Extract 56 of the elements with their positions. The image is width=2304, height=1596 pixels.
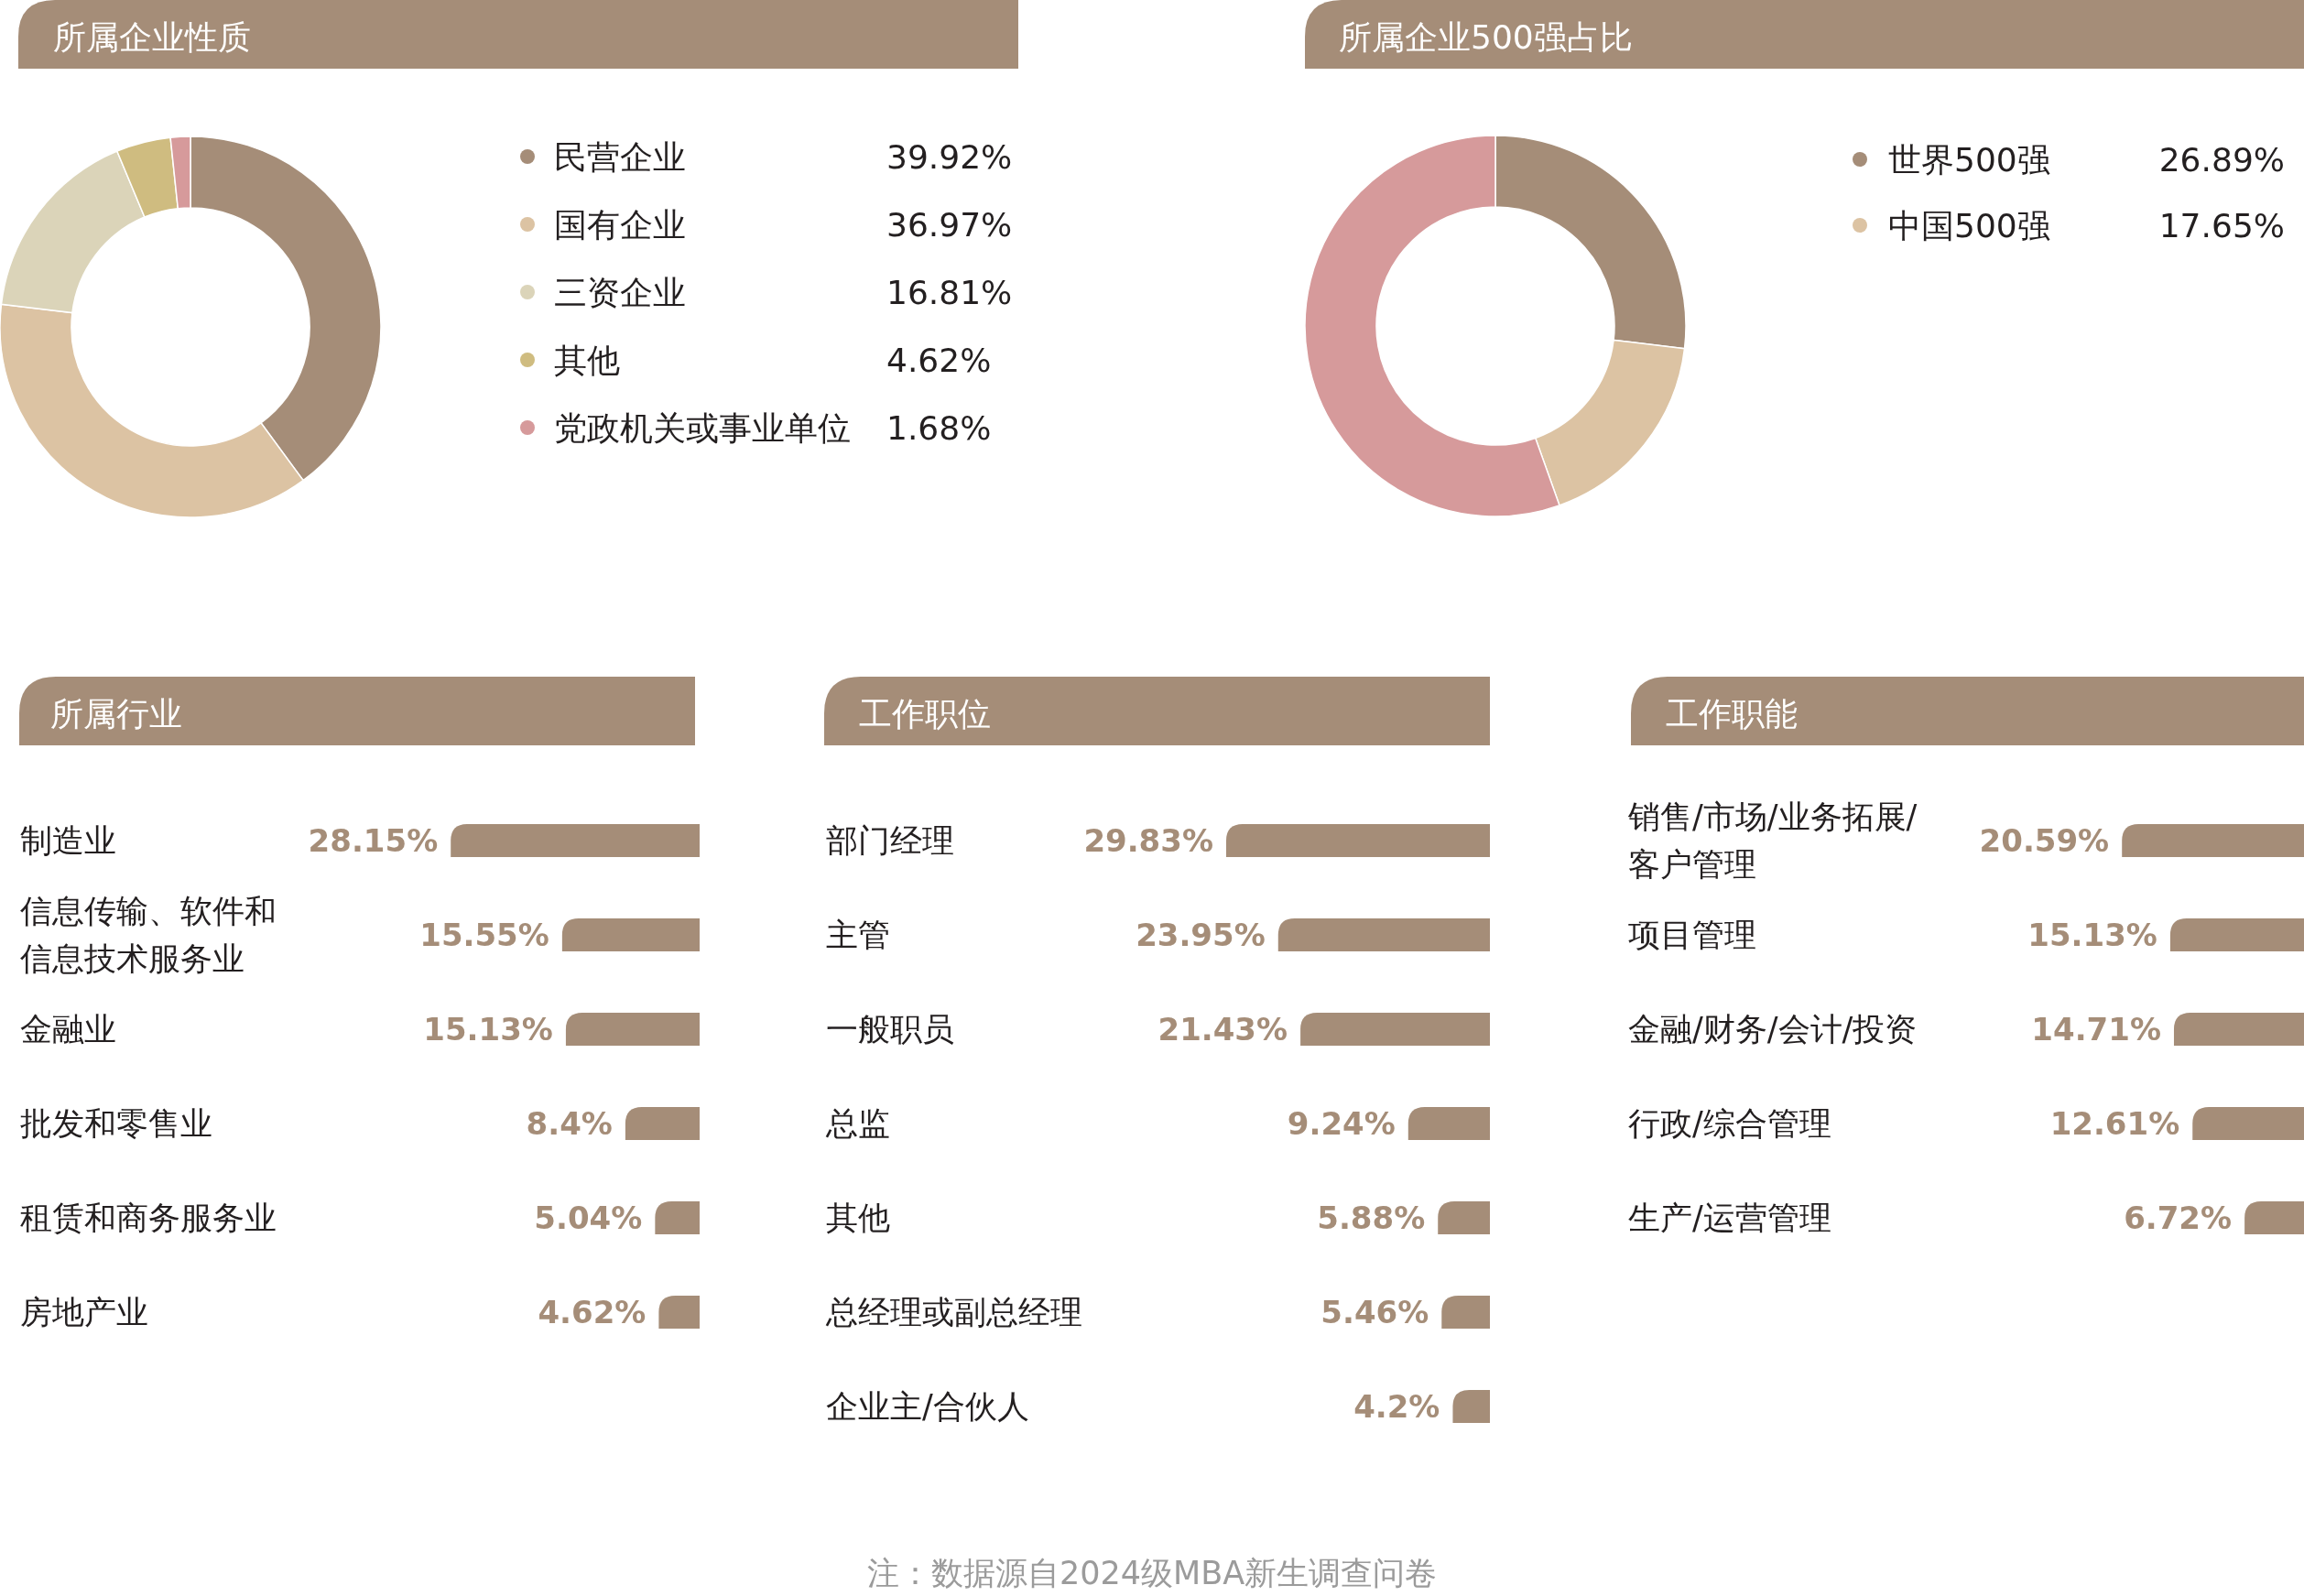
y-tick-label: 其他 (826, 1200, 890, 1236)
data-label: 5.04% (534, 1200, 643, 1236)
legend-label: 民营企业 (554, 137, 686, 176)
y-tick-label: 金融/财务/会计/投资 (1628, 1011, 1918, 1048)
legend-label: 三资企业 (554, 273, 686, 311)
data-label: 15.55% (419, 917, 549, 953)
data-label: 17.65% (2158, 206, 2285, 244)
data-label: 28.15% (308, 822, 439, 859)
y-tick-label: 总监 (825, 1105, 890, 1142)
text: 工作职能 (1666, 694, 1798, 733)
legend-label: 党政机关或事业单位 (554, 408, 851, 447)
y-tick-label: 生产/运营管理 (1628, 1200, 1831, 1236)
data-label: 23.95% (1136, 917, 1266, 953)
legend-label: 其他 (554, 341, 620, 379)
data-label: 20.59% (1979, 822, 2110, 859)
data-label: 36.97% (886, 205, 1013, 244)
data-label: 12.61% (2049, 1105, 2180, 1142)
y-tick-label: 金融业 (20, 1011, 116, 1048)
data-label: 4.62% (538, 1294, 647, 1330)
data-label: 39.92% (886, 137, 1013, 176)
data-label: 8.4% (526, 1105, 613, 1142)
data-label: 26.89% (2158, 140, 2285, 179)
data-label: 29.83% (1083, 822, 1213, 859)
data-label: 6.72% (2124, 1200, 2233, 1236)
y-tick-label: 信息传输、软件和信息技术服务业 (20, 893, 277, 977)
text: 注：数据源自2024级MBA新生调查问卷 (866, 1555, 1438, 1591)
text: 工作职位 (859, 694, 991, 733)
y-tick-label: 租赁和商务服务业 (20, 1200, 277, 1236)
y-tick-label: 制造业 (20, 822, 116, 859)
data-label: 9.24% (1287, 1105, 1396, 1142)
legend-label: 世界500强 (1888, 140, 2050, 179)
y-tick-label: 销售/市场/业务拓展/客户管理 (1627, 798, 1918, 883)
y-tick-label: 批发和零售业 (20, 1105, 212, 1142)
data-label: 15.13% (2027, 917, 2157, 953)
y-tick-label: 部门经理 (826, 822, 954, 859)
legend-label: 中国500强 (1888, 206, 2050, 244)
y-tick-label: 行政/综合管理 (1628, 1105, 1831, 1142)
data-label: 21.43% (1157, 1011, 1288, 1048)
data-label: 1.68% (886, 408, 992, 447)
data-label: 5.46% (1320, 1294, 1429, 1330)
legend-label: 国有企业 (554, 205, 686, 244)
chart-title: 所属企业500强占比 (1339, 17, 1633, 56)
text: 所属行业 (50, 694, 182, 733)
y-tick-label: 总经理或副总经理 (825, 1294, 1082, 1330)
y-tick-label: 企业主/合伙人 (826, 1388, 1029, 1425)
y-tick-label: 项目管理 (1628, 917, 1756, 953)
data-label: 5.88% (1317, 1200, 1426, 1236)
data-label: 15.13% (423, 1011, 553, 1048)
data-label: 16.81% (886, 273, 1013, 311)
data-label: 4.2% (1353, 1388, 1440, 1425)
y-tick-label: 房地产业 (20, 1294, 148, 1330)
data-label: 4.62% (886, 341, 992, 379)
data-label: 14.71% (2031, 1011, 2161, 1048)
y-tick-label: 一般职员 (826, 1011, 954, 1048)
chart-title: 所属企业性质 (53, 17, 251, 56)
y-tick-label: 主管 (826, 917, 890, 953)
